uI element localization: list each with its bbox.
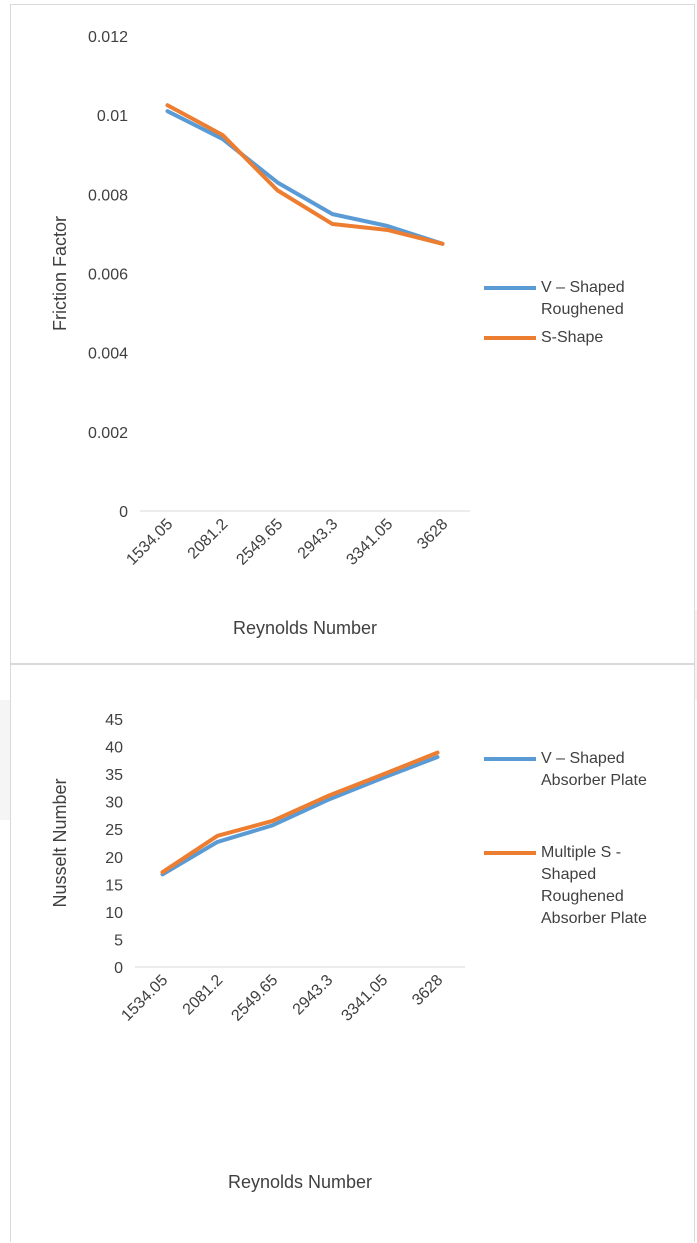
x-tick-label: 3341.05 — [343, 516, 396, 569]
x-tick-label: 2081.2 — [185, 516, 232, 563]
y-tick-label: 0 — [119, 504, 128, 521]
legend-label-line: Multiple S - — [541, 842, 691, 864]
x-tick-label: 3628 — [414, 516, 451, 553]
legend-label-line: V – Shaped — [541, 748, 691, 770]
legend-label-line: V – Shaped — [541, 277, 691, 299]
y-tick-label: 0.01 — [97, 108, 128, 125]
x-tick-label: 2943.3 — [295, 516, 342, 563]
y-tick-label: 0.002 — [88, 425, 128, 442]
legend-line-blue — [484, 286, 536, 290]
y-tick-label: 40 — [105, 740, 123, 757]
x-tick-label: 2549.65 — [228, 972, 281, 1025]
legend-line-orange — [484, 336, 536, 340]
x-tick-label: 3341.05 — [338, 972, 391, 1025]
y-tick-label: 30 — [105, 795, 123, 812]
legend-label-line: Roughened — [541, 886, 691, 908]
y-tick-label: 0.006 — [88, 267, 128, 284]
y-tick-label: 0 — [114, 960, 123, 977]
y-tick-label: 35 — [105, 767, 123, 784]
y-tick-label: 0.004 — [88, 346, 128, 363]
x-tick-label: 2943.3 — [290, 972, 337, 1019]
y-tick-label: 45 — [105, 712, 123, 729]
series-line-1 — [168, 111, 443, 244]
series-line-2 — [168, 105, 443, 244]
y-axis-title: Nusselt Number — [50, 778, 70, 907]
x-axis-title: Reynolds Number — [228, 1172, 372, 1192]
nusselt-number-legend: V – Shaped Absorber Plate Multiple S - S… — [484, 748, 694, 938]
legend-line-orange — [484, 851, 536, 855]
legend-label-line: Shaped — [541, 864, 691, 886]
y-tick-label: 0.012 — [88, 29, 128, 46]
y-tick-label: 20 — [105, 850, 123, 867]
y-axis-title: Friction Factor — [50, 216, 70, 331]
x-tick-label: 1534.05 — [123, 516, 176, 569]
y-tick-label: 15 — [105, 877, 123, 894]
y-tick-label: 10 — [105, 905, 123, 922]
legend-line-blue — [484, 757, 536, 761]
legend-label-line: Absorber Plate — [541, 770, 691, 792]
series-line-1 — [163, 757, 438, 874]
x-tick-label: 3628 — [409, 972, 446, 1009]
y-tick-label: 25 — [105, 822, 123, 839]
legend-label-line: S-Shape — [541, 327, 691, 349]
x-tick-label: 1534.05 — [118, 972, 171, 1025]
x-axis-title: Reynolds Number — [233, 618, 377, 638]
x-tick-label: 2081.2 — [180, 972, 227, 1019]
legend-label-line: Roughened — [541, 299, 691, 321]
legend-label-line: Absorber Plate — [541, 908, 691, 930]
x-tick-label: 2549.65 — [233, 516, 286, 569]
y-tick-label: 0.008 — [88, 187, 128, 204]
friction-factor-legend: V – Shaped Roughened S-Shape — [484, 277, 694, 397]
y-tick-label: 5 — [114, 932, 123, 949]
